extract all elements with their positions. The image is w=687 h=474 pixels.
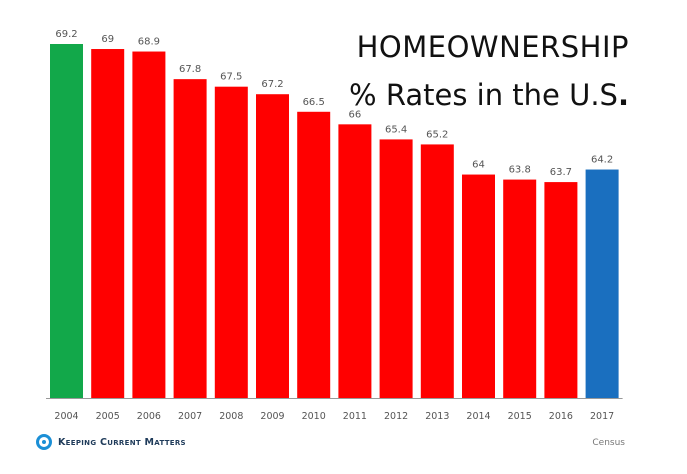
value-label-2009: 67.2 [261,79,283,90]
source-label: Census [592,438,625,448]
brand-logo: Keeping Current Matters [36,434,186,450]
chart-title-line2-text: % Rates in the U.S [349,78,618,112]
x-tick-label-2011: 2011 [343,411,367,422]
x-tick-labels-group: 2004 2005 2006 2007 2008 2009 2010 2011 2012 2013… [54,411,614,422]
chart-title-line1: HOMEOWNERSHIP [356,30,629,64]
value-labels-group: 69.2 69 68.9 67.8 67.5 67.2 66.5 66 65.4 65.2 64 63… [55,29,613,178]
x-tick-label-2017: 2017 [590,411,614,422]
bar-2005 [91,49,125,399]
x-tick-label-2008: 2008 [219,411,243,422]
value-label-2008: 67.5 [220,72,242,83]
x-tick-label-2007: 2007 [178,411,202,422]
bar-2004 [50,44,83,398]
x-tick-label-2010: 2010 [302,411,326,422]
x-tick-label-2005: 2005 [96,411,120,422]
value-label-2006: 68.9 [138,37,160,48]
logo-icon [36,434,52,450]
bar-2012 [379,139,413,399]
bar-2007 [173,79,207,399]
value-label-2016: 63.7 [550,167,572,178]
bars-group [50,44,619,399]
value-label-2014: 64 [472,160,485,171]
bar-2011 [338,124,372,398]
chart-title-line2: % Rates in the U.S. [349,78,629,112]
x-tick-label-2006: 2006 [137,411,161,422]
value-label-2010: 66.5 [303,97,325,108]
bar-2009 [256,94,289,398]
value-label-2012: 65.4 [385,124,407,135]
bar-2017 [585,169,619,398]
value-label-2015: 63.8 [509,165,531,176]
bar-2015 [503,179,537,398]
bar-2014 [462,174,495,398]
bar-2016 [544,182,578,398]
value-label-2017: 64.2 [591,155,613,166]
x-tick-label-2004: 2004 [54,411,78,422]
x-tick-label-2009: 2009 [260,411,284,422]
x-tick-label-2015: 2015 [508,411,532,422]
x-tick-label-2014: 2014 [466,411,490,422]
bar-2010 [297,111,331,398]
bar-2008 [214,86,248,399]
value-label-2011: 66 [349,109,362,120]
logo-text: Keeping Current Matters [58,436,186,448]
value-label-2013: 65.2 [426,129,448,140]
value-label-2004: 69.2 [55,29,77,40]
x-tick-label-2016: 2016 [549,411,573,422]
value-label-2005: 69 [101,34,114,45]
x-tick-label-2013: 2013 [425,411,449,422]
chart-title-line2-dot: . [617,78,629,112]
bar-2006 [132,51,166,398]
bar-2013 [420,144,454,398]
x-tick-label-2012: 2012 [384,411,408,422]
value-label-2007: 67.8 [179,64,201,75]
